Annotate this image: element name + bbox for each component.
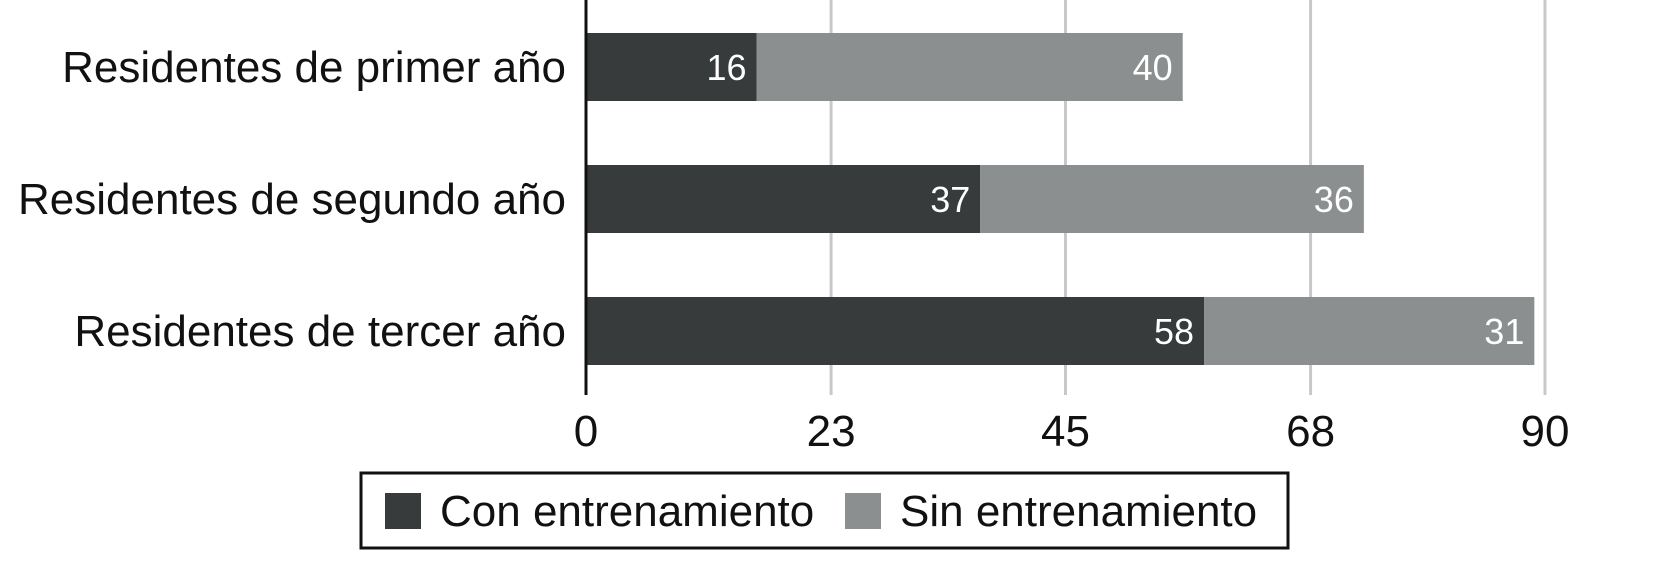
bar-con-entrenamiento-3 [586,297,1205,365]
bar-value-label: 58 [1154,311,1194,352]
legend-swatch-sin-entrenamiento [845,493,881,529]
bar-value-label: 37 [930,179,970,220]
bar-sin-entrenamiento-1 [756,33,1183,101]
legend-box [359,471,1290,550]
bar-labels: 16 40 37 36 58 31 [706,47,1524,352]
bar-value-label: 16 [706,47,746,88]
x-tick-label: 23 [807,407,856,456]
legend: Con entrenamiento Sin entrenamiento [359,471,1290,550]
category-label: Residentes de primer año [62,43,566,92]
bar-sin-entrenamiento-2 [980,165,1364,233]
category-label: Residentes de tercer año [74,307,566,356]
bar-sin-entrenamiento-3 [1204,297,1535,365]
bar-value-label: 40 [1133,47,1173,88]
x-tick-label: 90 [1521,407,1570,456]
bar-con-entrenamiento-1 [586,33,757,101]
x-tick-labels: 0 23 45 68 90 [574,407,1570,456]
legend-label-sin-entrenamiento: Sin entrenamiento [900,487,1257,536]
x-tick-label: 45 [1041,407,1090,456]
category-labels: Residentes de primer año Residentes de se… [18,43,566,356]
bar-con-entrenamiento-2 [586,165,981,233]
bar-value-label: 31 [1484,311,1524,352]
x-tick-label: 0 [574,407,598,456]
legend-swatch-con-entrenamiento [385,493,421,529]
category-label: Residentes de segundo año [18,175,566,224]
bars [586,33,1535,365]
bar-value-label: 36 [1314,179,1354,220]
legend-label-con-entrenamiento: Con entrenamiento [440,487,814,536]
x-tick-label: 68 [1286,407,1335,456]
